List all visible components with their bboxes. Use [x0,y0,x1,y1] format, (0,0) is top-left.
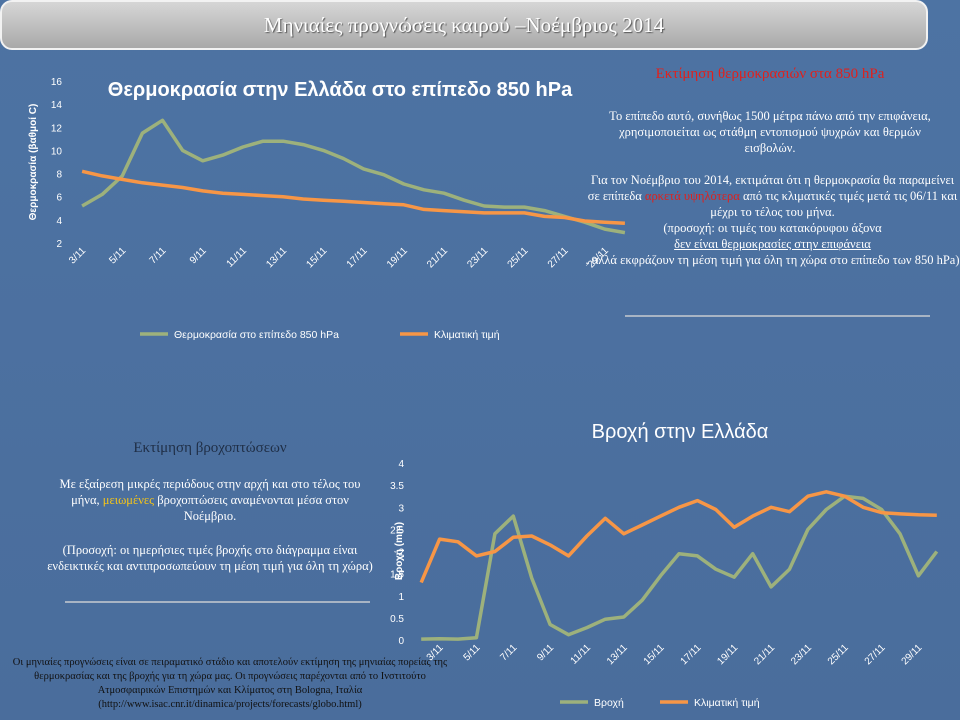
x-tick-label: 15/11 [305,245,330,270]
y-tick-label: 16 [51,77,63,88]
x-tick-label: 11/11 [569,642,594,667]
y-tick-label: 14 [51,100,63,111]
y-tick-label: 10 [51,146,63,157]
y-tick-label: 3 [398,503,404,514]
legend-label: Κλιματική τιμή [434,329,500,341]
line-series [81,118,626,235]
note-text: Με εξαίρεση μικρές περιόδους στην αρχή κ… [45,476,375,524]
note-text: Το επίπεδο αυτό, συνήθως 1500 μέτρα πάνω… [609,109,931,155]
x-tick-label: 9/11 [535,642,556,663]
chart-title: Θερμοκρασία στην Ελλάδα στο επίπεδο 850 … [107,79,573,101]
x-tick-label: 21/11 [425,245,450,270]
x-tick-label: 25/11 [826,642,851,667]
x-tick-label: 25/11 [506,245,531,270]
y-tick-label: 0.5 [390,614,404,625]
text-run: από τις κλιματικές τιμές μετά τις 06/11 … [710,189,958,219]
y-tick-label: 3.5 [390,481,404,492]
y-tick-label: 12 [51,123,63,134]
x-tick-label: 23/11 [465,245,490,270]
x-tick-label: 7/11 [498,642,519,663]
line-series [419,490,937,584]
x-tick-label: 29/11 [900,642,925,667]
line-series [421,494,939,641]
x-tick-label: 13/11 [605,642,630,667]
x-tick-label: 3/11 [67,245,88,266]
footer: Οι μηνιαίες προγνώσεις είναι σε πειραματ… [12,657,448,710]
x-tick-label: 9/11 [188,245,209,266]
note-heading: Εκτίμηση θερμοκρασιών στα 850 hPa [655,66,885,82]
text-run: Για τον Νοέμβριο του 2014, εκτιμάται ότι… [587,173,955,203]
y-tick-label: 1 [398,592,404,603]
x-tick-label: 27/11 [546,245,571,270]
chart-title: Βροχή στην Ελλάδα [591,421,769,443]
y-tick-label: 4 [398,459,404,470]
y-tick-label: 6 [56,193,62,204]
text-run: αρκετά υψηλότερα [644,189,740,203]
legend-label: Κλιματική τιμή [694,697,760,709]
x-tick-label: 17/11 [345,245,370,270]
note-text: (Προσοχή: οι ημερήσιες τιμές βροχής στο … [47,543,373,573]
x-tick-label: 23/11 [789,642,814,667]
text-run: (προσοχή: οι τιμές του κατακόρυφου άξονα [663,221,882,235]
y-axis-label: Βροχή (mm) [394,522,405,580]
y-axis-label: Θερμοκρασία (βαθμοί C) [28,104,39,221]
x-tick-label: 13/11 [264,245,289,270]
legend-label: Βροχή [594,697,624,709]
note-heading: Εκτίμηση βροχοπτώσεων [133,440,287,456]
y-tick-label: 1.5 [390,570,404,581]
x-tick-label: 19/11 [385,245,410,270]
header-title: Μηνιαίες προγνώσεις καιρού –Νοέμβριος 20… [0,0,928,50]
x-tick-label: 11/11 [225,245,250,270]
note-text: Για τον Νοέμβριο του 2014, εκτιμάται ότι… [585,172,960,268]
x-tick-label: 17/11 [679,642,704,667]
x-tick-label: 15/11 [642,642,667,667]
line-series [81,169,625,226]
y-tick-label: 0 [398,636,404,647]
text-run: , αλλά εκφράζουν τη μέση τιμή για όλη τη… [585,253,960,267]
x-tick-label: 7/11 [148,245,169,266]
y-tick-label: 2 [56,239,62,250]
x-tick-label: 27/11 [863,642,888,667]
text-run: Με εξαίρεση μικρές περιόδους στην αρχή κ… [59,477,361,507]
x-tick-label: 5/11 [107,245,128,266]
x-tick-label: 21/11 [752,642,777,667]
text-run: δεν είναι θερμοκρασίες στην επιφάνεια [674,237,871,251]
x-tick-label: 5/11 [462,642,483,663]
y-tick-label: 4 [56,216,62,227]
y-tick-label: 2.5 [390,525,404,536]
y-tick-label: 2 [398,548,404,559]
y-tick-label: 8 [56,170,62,181]
text-run: μειωμένες [102,493,155,507]
x-tick-label: 19/11 [715,642,740,667]
text-run: βροχοπτώσεις αναμένονται μέσα στον Νοέμβ… [154,493,349,523]
legend-label: Θερμοκρασία στο επίπεδο 850 hPa [174,329,339,341]
